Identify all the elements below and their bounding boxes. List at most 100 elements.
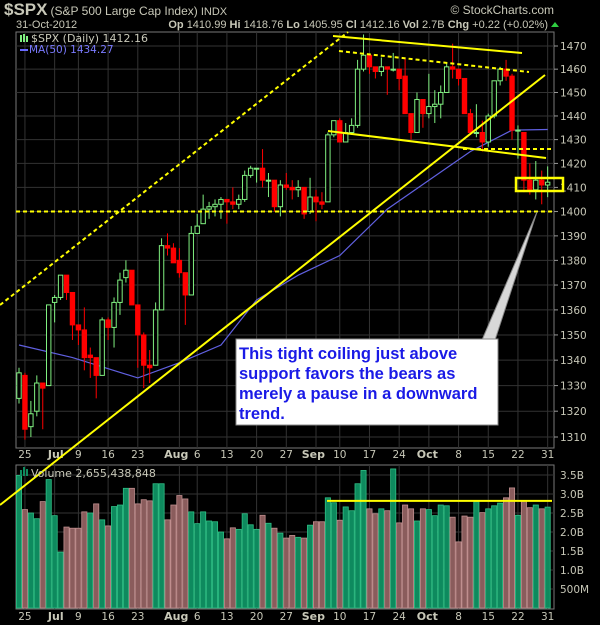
candle-body xyxy=(372,66,379,72)
candle-body xyxy=(325,134,331,203)
rising-channel-dashed-line xyxy=(0,31,349,306)
volume-bar xyxy=(116,504,123,609)
upper-declining-dashed-line xyxy=(338,50,530,73)
candle-body xyxy=(295,186,301,191)
title-line: $SPX (S&P 500 Large Cap Index) INDX xyxy=(4,0,228,19)
volume-bar xyxy=(122,487,129,609)
volume-bar xyxy=(140,499,147,609)
price-panel-border xyxy=(15,31,555,449)
candle xyxy=(28,400,34,437)
volume-legend-icon xyxy=(20,467,28,476)
candle-body xyxy=(348,124,355,133)
volume-bar xyxy=(413,520,420,609)
candle-body xyxy=(443,66,450,93)
candle-body xyxy=(301,186,307,215)
candle-body xyxy=(432,103,438,108)
volume-bar xyxy=(479,512,486,609)
quote-line: Op 1410.99 Hi 1418.76 Lo 1405.95 Cl 1412… xyxy=(168,19,548,31)
volume-bar xyxy=(378,508,385,609)
volume-bar xyxy=(182,498,189,609)
candle-body xyxy=(123,269,129,279)
volume-tick-label: 1.5B xyxy=(560,546,584,558)
price-tick-label: 1420 xyxy=(560,158,587,170)
candle-body xyxy=(408,113,414,133)
callout-line-2: support favors the bears as xyxy=(239,365,455,383)
volume-bars xyxy=(15,468,551,609)
date-tick-label: 16 xyxy=(101,449,115,461)
candle-body xyxy=(461,77,468,115)
annotation-callout: This tight coiling just above support fa… xyxy=(235,211,538,426)
candle xyxy=(111,297,117,348)
volume-bar xyxy=(277,532,284,609)
op-label: Op xyxy=(168,19,184,31)
volume-bar xyxy=(235,528,242,609)
candle-body xyxy=(230,201,236,205)
candle xyxy=(265,172,272,198)
volume-date-tick-label: 10 xyxy=(333,611,346,623)
candle-body xyxy=(28,413,34,428)
candle xyxy=(396,68,402,91)
candle xyxy=(57,274,64,300)
volume-date-tick-label: 25 xyxy=(18,611,31,623)
candle-body xyxy=(253,167,260,170)
volume-bar xyxy=(87,512,94,609)
candle xyxy=(295,180,301,198)
candle-body xyxy=(146,364,153,369)
candle xyxy=(117,272,123,315)
candle xyxy=(337,118,343,143)
date-tick-label: 17 xyxy=(363,449,376,461)
candle-body xyxy=(539,179,545,186)
up-arrow-icon xyxy=(551,22,559,27)
candle-body xyxy=(57,274,64,298)
volume-bar xyxy=(105,525,112,609)
candle xyxy=(319,192,325,210)
candle-body xyxy=(117,279,123,303)
candle-body xyxy=(485,115,491,143)
candle-body xyxy=(271,179,278,208)
volume-bar xyxy=(229,527,236,609)
chart-header: $SPX (S&P 500 Large Cap Index) INDX © St… xyxy=(4,0,559,31)
candle-body xyxy=(426,106,432,115)
candle-body xyxy=(16,372,22,399)
price-tick-label: 1340 xyxy=(560,355,587,367)
candle-body xyxy=(188,232,194,296)
volume-bar xyxy=(206,520,213,609)
candle-body xyxy=(247,167,254,176)
volume-tick-label: 3.0B xyxy=(560,489,584,501)
volume-bar xyxy=(146,500,153,609)
volume-bar xyxy=(455,541,462,609)
candle-body xyxy=(206,206,212,210)
candle-body xyxy=(283,184,290,188)
candle-body xyxy=(93,357,99,376)
price-tick-label: 1370 xyxy=(560,280,587,292)
price-tick-label: 1450 xyxy=(560,87,587,99)
candle xyxy=(212,199,218,217)
volume-bar xyxy=(318,521,325,609)
candle-body xyxy=(366,54,373,68)
candle xyxy=(123,260,129,283)
candle-body xyxy=(46,304,52,387)
hi-value: 1418.76 xyxy=(244,19,284,31)
candle-body xyxy=(34,382,40,412)
candle xyxy=(242,170,248,202)
candle xyxy=(449,43,456,79)
ma-legend-icon xyxy=(20,49,28,51)
cl-label: Cl xyxy=(346,19,357,31)
candle xyxy=(40,382,46,430)
exchange: INDX xyxy=(201,6,228,18)
volume-bar xyxy=(295,536,302,609)
volume-date-tick-label: 17 xyxy=(363,611,376,623)
candle xyxy=(63,274,70,300)
volume-bar xyxy=(431,515,438,609)
volume-bar xyxy=(265,522,272,609)
volume-bar xyxy=(390,468,397,609)
candle-body xyxy=(182,272,189,296)
candle xyxy=(247,165,254,178)
candle xyxy=(194,213,200,234)
price-tick-label: 1390 xyxy=(560,231,587,243)
trendlines xyxy=(0,31,565,506)
date-tick-label: 27 xyxy=(280,449,293,461)
candle xyxy=(129,269,135,306)
candle xyxy=(75,324,82,346)
